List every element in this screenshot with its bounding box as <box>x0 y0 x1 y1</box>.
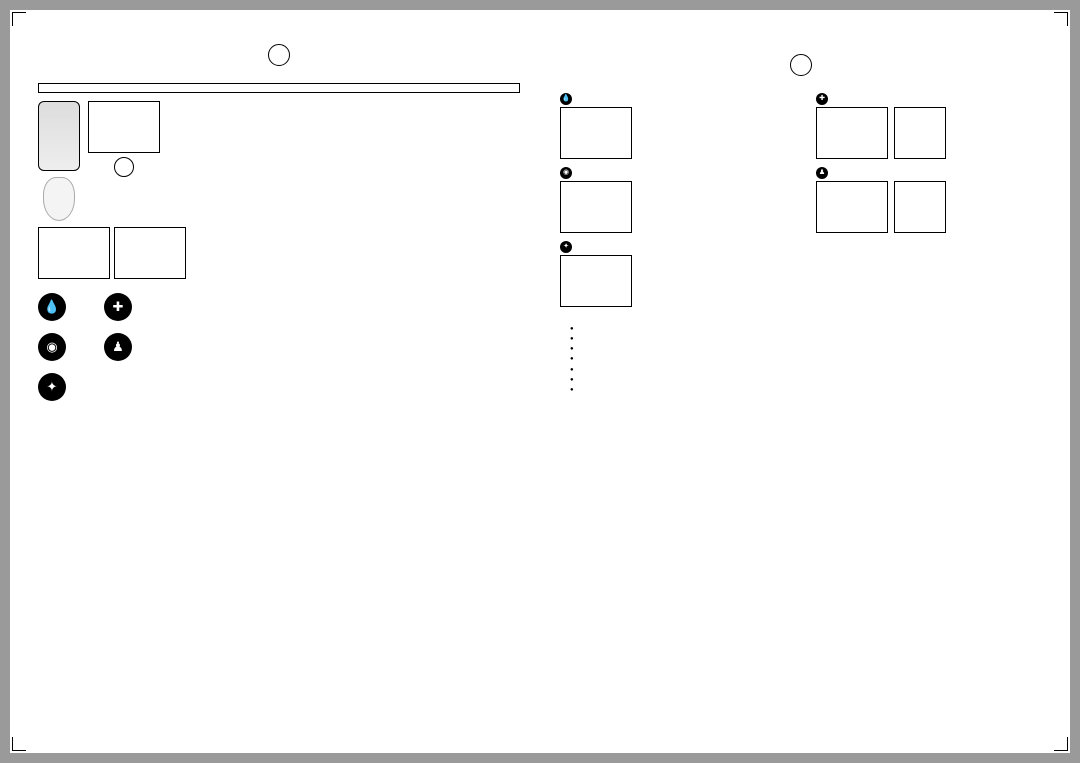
crop-mark <box>1054 12 1068 26</box>
water-icon: 💧 <box>38 293 66 321</box>
block-muscle: ✚ <box>816 93 1042 159</box>
lcd-bmr <box>816 181 888 233</box>
block-bone: ✦ <box>560 241 786 307</box>
language-badge <box>790 54 812 76</box>
lcd-fat <box>114 227 186 279</box>
block-bmr: ♟ <box>816 167 1042 233</box>
icon-water: 💧 <box>38 293 74 321</box>
visceral-icon: ◉ <box>38 333 66 361</box>
page-right: 💧 ◉ ✦ <box>560 30 1042 743</box>
block-visceral: ◉ <box>560 167 786 233</box>
bmr-icon: ♟ <box>104 333 132 361</box>
lcd-water <box>560 107 632 159</box>
crop-mark <box>1054 737 1068 751</box>
step2-row <box>38 227 520 279</box>
lcd-metab-age <box>894 181 946 233</box>
icon-muscle: ✚ <box>104 293 140 321</box>
bone-icon: ✦ <box>560 241 572 253</box>
foot-illustration <box>43 177 75 221</box>
lcd-step1 <box>88 101 160 153</box>
icon-visceral: ◉ <box>38 333 74 361</box>
lcd-weight <box>38 227 110 279</box>
muscle-icon: ✚ <box>816 93 828 105</box>
page-left: 💧 ◉ ✦ ✚ ♟ <box>38 30 520 743</box>
lcd-physique <box>894 107 946 159</box>
crop-mark <box>12 12 26 26</box>
bmr-icon: ♟ <box>816 167 828 179</box>
muscle-icon: ✚ <box>104 293 132 321</box>
bone-icon: ✦ <box>38 373 66 401</box>
page-title <box>38 83 520 93</box>
icon-bone: ✦ <box>38 373 74 401</box>
lcd-bone <box>560 255 632 307</box>
memory-list <box>560 323 1042 394</box>
manual-spread: 💧 ◉ ✦ ✚ ♟ <box>10 10 1070 753</box>
step-number <box>114 157 134 177</box>
water-icon: 💧 <box>560 93 572 105</box>
step1-row <box>38 101 520 221</box>
lcd-muscle-mass <box>816 107 888 159</box>
lcd-visceral <box>560 181 632 233</box>
scale-illustration <box>38 101 80 171</box>
visceral-icon: ◉ <box>560 167 572 179</box>
icon-bmr: ♟ <box>104 333 140 361</box>
block-water: 💧 <box>560 93 786 159</box>
crop-mark <box>12 737 26 751</box>
language-badge <box>268 44 290 66</box>
